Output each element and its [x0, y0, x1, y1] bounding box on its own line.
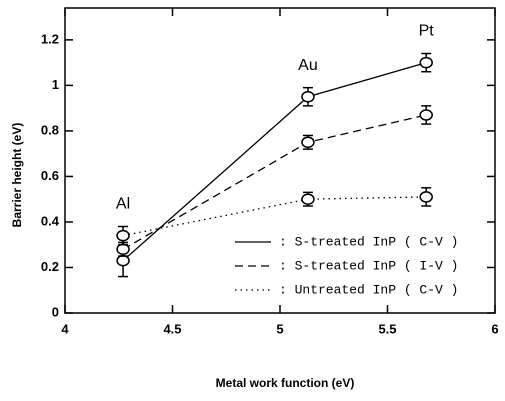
marker: [301, 193, 315, 205]
y-tick-label: 0.4: [41, 213, 60, 228]
x-tick-label: 5: [276, 321, 283, 336]
marker: [419, 191, 433, 203]
marker: [116, 254, 130, 267]
x-tick-label: 4: [61, 321, 69, 336]
annotation: Au: [298, 57, 318, 74]
y-tick-label: 0.8: [41, 122, 59, 137]
y-tick-label: 0.6: [41, 168, 59, 183]
legend-label: : Untreated InP ( C-V ): [279, 282, 458, 297]
y-tick-label: 1: [52, 77, 59, 92]
x-tick-label: 4.5: [163, 321, 181, 336]
annotation: Pt: [419, 23, 435, 40]
legend-label: : S-treated InP ( C-V ): [279, 234, 458, 249]
x-tick-label: 5.5: [378, 321, 396, 336]
marker: [419, 109, 433, 121]
annotation: Al: [116, 196, 130, 213]
series-line: [122, 114, 427, 250]
legend-label: : S-treated InP ( I-V ): [279, 258, 458, 273]
marker: [301, 136, 315, 149]
x-tick-label: 6: [491, 321, 498, 336]
y-axis-label: Barrier height (eV): [10, 123, 24, 228]
marker: [116, 229, 130, 242]
y-tick-label: 0: [52, 304, 59, 319]
y-tick-label: 0.2: [41, 259, 59, 274]
marker: [116, 243, 130, 256]
y-tick-label: 1.2: [41, 31, 59, 46]
marker: [301, 91, 315, 103]
x-axis-label: Metal work function (eV): [216, 376, 355, 390]
marker: [419, 56, 433, 69]
series-line: [122, 196, 427, 237]
